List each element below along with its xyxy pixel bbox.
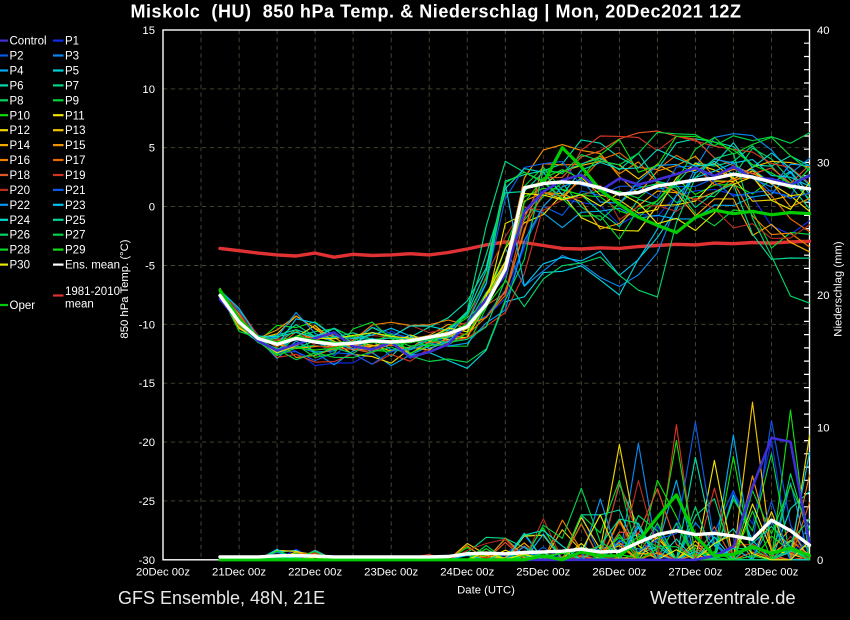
svg-text:P21: P21	[65, 185, 85, 197]
svg-text:20: 20	[817, 290, 830, 302]
svg-text:P27: P27	[65, 230, 85, 242]
svg-text:P28: P28	[10, 245, 30, 257]
svg-text:P5: P5	[65, 65, 79, 77]
svg-text:5: 5	[149, 143, 155, 155]
svg-text:21Dec 00z: 21Dec 00z	[212, 567, 266, 579]
svg-text:0: 0	[817, 555, 823, 567]
svg-text:P30: P30	[10, 260, 30, 272]
svg-text:P3: P3	[65, 51, 79, 63]
svg-text:P24: P24	[10, 215, 31, 227]
svg-text:P17: P17	[65, 155, 85, 167]
svg-text:P1: P1	[65, 36, 79, 48]
svg-text:GFS Ensemble, 48N, 21E: GFS Ensemble, 48N, 21E	[118, 588, 325, 608]
svg-text:22Dec 00z: 22Dec 00z	[288, 567, 342, 579]
svg-text:-30: -30	[139, 555, 155, 567]
svg-text:P16: P16	[10, 155, 30, 167]
svg-text:27Dec 00z: 27Dec 00z	[668, 567, 722, 579]
svg-text:Oper: Oper	[10, 300, 36, 312]
svg-text:P7: P7	[65, 80, 79, 92]
svg-text:P22: P22	[10, 200, 30, 212]
svg-text:Ens. mean: Ens. mean	[65, 260, 120, 272]
svg-text:30: 30	[817, 157, 830, 169]
svg-text:40: 40	[817, 25, 830, 37]
svg-text:Date (UTC): Date (UTC)	[457, 585, 515, 597]
svg-text:P12: P12	[10, 125, 30, 137]
svg-text:25Dec 00z: 25Dec 00z	[516, 567, 570, 579]
svg-text:Wetterzentrale.de: Wetterzentrale.de	[650, 587, 796, 608]
svg-text:26Dec 00z: 26Dec 00z	[592, 567, 646, 579]
svg-text:850 hPa Temp. (°C): 850 hPa Temp. (°C)	[119, 239, 131, 338]
svg-text:P26: P26	[10, 230, 30, 242]
svg-text:mean: mean	[65, 299, 94, 311]
svg-text:P9: P9	[65, 95, 79, 107]
svg-text:-25: -25	[139, 496, 155, 508]
svg-text:P2: P2	[10, 51, 24, 63]
svg-text:-20: -20	[139, 437, 155, 449]
svg-text:P4: P4	[10, 65, 25, 77]
svg-text:P15: P15	[65, 140, 85, 152]
svg-text:0: 0	[149, 202, 155, 214]
svg-text:P11: P11	[65, 110, 85, 122]
svg-text:P18: P18	[10, 170, 30, 182]
svg-text:P8: P8	[10, 95, 24, 107]
svg-text:20Dec 00z: 20Dec 00z	[136, 567, 190, 579]
svg-text:1981-2010: 1981-2010	[65, 286, 120, 298]
svg-text:P23: P23	[65, 200, 85, 212]
svg-text:P19: P19	[65, 170, 85, 182]
svg-text:28Dec 00z: 28Dec 00z	[744, 567, 798, 579]
svg-text:P25: P25	[65, 215, 85, 227]
svg-text:-5: -5	[145, 260, 155, 272]
svg-text:P6: P6	[10, 80, 24, 92]
svg-text:23Dec 00z: 23Dec 00z	[364, 567, 418, 579]
svg-text:15: 15	[142, 25, 155, 37]
svg-text:P10: P10	[10, 110, 30, 122]
svg-text:10: 10	[142, 84, 155, 96]
svg-text:P29: P29	[65, 245, 85, 257]
svg-text:Miskolc (HU) 850 hPa Temp. &: Miskolc (HU) 850 hPa Temp. & Niederschla…	[130, 2, 741, 22]
svg-text:Niederschlag (mm): Niederschlag (mm)	[833, 241, 845, 337]
svg-text:P20: P20	[10, 185, 30, 197]
svg-text:P13: P13	[65, 125, 85, 137]
svg-text:24Dec 00z: 24Dec 00z	[440, 567, 494, 579]
svg-text:-10: -10	[139, 319, 155, 331]
svg-text:P14: P14	[10, 140, 31, 152]
svg-text:-15: -15	[139, 378, 155, 390]
svg-text:10: 10	[817, 422, 830, 434]
svg-text:Control: Control	[10, 36, 47, 48]
